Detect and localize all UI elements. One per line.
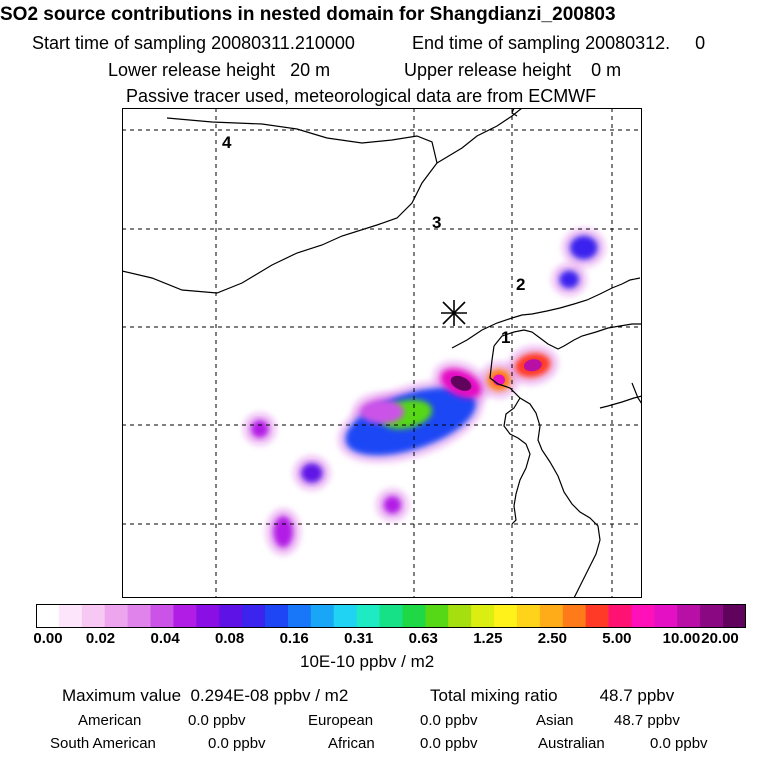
plume-northeast-spot: [569, 235, 598, 260]
colorbar-cell: [58, 604, 83, 628]
south-american-value: 0.0 ppbv: [208, 735, 266, 752]
colorbar-cell: [562, 604, 587, 628]
colorbar-tick-label: 2.50: [537, 630, 567, 647]
colorbar-cell: [379, 604, 404, 628]
region-label-4: 4: [222, 133, 232, 152]
european-value: 0.0 ppbv: [420, 712, 478, 729]
data-source-note: Passive tracer used, meteorological data…: [126, 86, 597, 106]
colorbar-tick-label: 0.08: [215, 630, 245, 647]
colorbar-cell: [402, 604, 426, 628]
australian-value: 0.0 ppbv: [650, 735, 708, 752]
colorbar-cell: [539, 604, 564, 628]
colorbar-cell: [677, 604, 701, 628]
plume-layer: [242, 227, 606, 556]
region-label-1: 1: [501, 328, 510, 347]
maximum-value-label: Maximum value 0.294E-08 ppbv / m2: [62, 686, 349, 705]
colorbar-cell: [173, 604, 197, 628]
shandong-coast: [503, 397, 531, 525]
liaodong-coast: [493, 323, 642, 350]
colorbar-cell: [242, 604, 266, 628]
colorbar-tick-label: 0.31: [344, 630, 374, 647]
colorbar-tick-label: 0.63: [408, 630, 438, 647]
korea-fragment: [631, 382, 642, 405]
south-american-label: South American: [50, 735, 156, 752]
grid-lines: [122, 108, 642, 598]
plume-west-blob: [360, 399, 404, 424]
colorbar-cell: [104, 604, 129, 628]
map-frame: [122, 108, 642, 598]
colorbar-cell: [448, 604, 472, 628]
plume-west-spot: [300, 463, 323, 484]
eastern-coast: [489, 345, 601, 598]
colorbar-cell: [127, 604, 152, 628]
colorbar-cell: [585, 604, 610, 628]
mongolia-border: [122, 117, 438, 294]
american-label: American: [78, 712, 142, 729]
colorbar-cell: [287, 604, 312, 628]
colorbar-cell: [196, 604, 220, 628]
australian-label: Australian: [538, 735, 605, 752]
upper-release-height-label: Upper release height 0 m: [404, 60, 622, 80]
start-time-label: Start time of sampling 20080311.210000: [32, 33, 355, 53]
map-plot: 4 3 2 1: [122, 108, 642, 598]
asian-value: 48.7 ppbv: [614, 712, 680, 729]
lower-release-height-label: Lower release height 20 m: [108, 60, 331, 80]
chart-title: SO2 source contributions in nested domai…: [0, 4, 616, 25]
colorbar-tick-label: 5.00: [602, 630, 632, 647]
colorbar-cell: [425, 604, 449, 628]
colorbar-tick-label: 0.16: [279, 630, 309, 647]
colorbar-cell: [723, 604, 746, 628]
colorbar-cell: [608, 604, 633, 628]
colorbar-tick-label: 0.00: [33, 630, 63, 647]
african-value: 0.0 ppbv: [420, 735, 478, 752]
colorbar-cell: [471, 604, 495, 628]
total-mixing-ratio-row: Total mixing ratio 48.7 ppbv: [430, 686, 674, 706]
african-label: African: [328, 735, 375, 752]
colorbar-cell: [654, 604, 678, 628]
colorbar-cell: [310, 604, 335, 628]
plume-core-receptor-peak: [450, 375, 472, 391]
colorbar-tick-label: 1.25: [473, 630, 503, 647]
colorbar-cell: [356, 604, 381, 628]
american-value: 0.0 ppbv: [188, 712, 246, 729]
colorbar-cell: [700, 604, 724, 628]
plume-far-west-spot: [250, 419, 269, 438]
colorbar: [36, 604, 746, 628]
coastlines-borders: [122, 108, 642, 598]
plume-core-east-hot-spot: [523, 359, 542, 372]
colorbar-cell: [36, 604, 60, 628]
total-mixing-ratio-value: 48.7 ppbv: [599, 686, 675, 705]
colorbar-tick-label: 10.00: [662, 630, 701, 647]
colorbar-tick-label: 0.02: [85, 630, 116, 647]
plume-far-northeast-spot: [559, 270, 580, 289]
total-mixing-ratio-label: Total mixing ratio: [430, 686, 558, 705]
colorbar-unit-label: 10E-10 ppbv / m2: [300, 652, 435, 671]
colorbar-cell: [333, 604, 358, 628]
plume-southwest-spot: [273, 515, 294, 548]
asian-label: Asian: [536, 712, 574, 729]
receptor-star-icon: [441, 300, 467, 326]
colorbar-cell: [265, 604, 289, 628]
korea-coast: [599, 395, 642, 409]
end-time-label: End time of sampling 20080312. 0: [412, 33, 706, 53]
region-label-2: 2: [516, 275, 525, 294]
border-fragment: [511, 108, 518, 117]
colorbar-tick-label: 20.00: [701, 630, 739, 647]
colorbar-cell: [150, 604, 175, 628]
colorbar-cell: [81, 604, 106, 628]
northern-border: [436, 108, 523, 164]
european-label: European: [308, 712, 374, 729]
bohai-north-coast: [451, 277, 641, 349]
region-label-3: 3: [432, 213, 441, 232]
colorbar-cell: [219, 604, 243, 628]
plume-south-spot: [383, 495, 402, 514]
colorbar-tick-label: 0.04: [150, 630, 180, 647]
colorbar-cell: [516, 604, 541, 628]
colorbar-cell: [494, 604, 518, 628]
colorbar-cell: [631, 604, 655, 628]
